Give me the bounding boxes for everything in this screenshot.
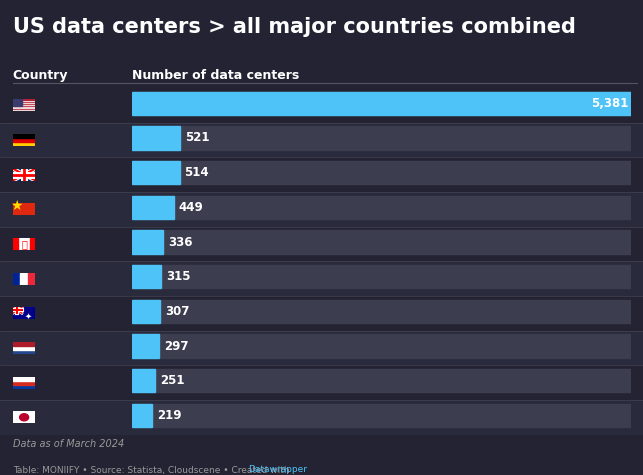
Bar	[132, 230, 631, 254]
Text: 315: 315	[166, 270, 190, 283]
Bar	[13, 350, 35, 354]
Bar	[132, 369, 631, 392]
Bar	[132, 196, 631, 219]
Text: 514: 514	[185, 166, 209, 179]
Bar	[13, 380, 35, 385]
Bar	[132, 196, 174, 219]
Bar	[13, 134, 35, 138]
Bar	[132, 92, 631, 115]
Text: US data centers > all major countries combined: US data centers > all major countries co…	[13, 17, 575, 37]
Bar	[13, 138, 35, 142]
Bar	[13, 101, 35, 102]
Bar	[132, 265, 631, 288]
Bar	[13, 342, 35, 346]
Bar	[132, 300, 160, 323]
Bar	[132, 161, 631, 184]
Text: Table: MONIIFY • Source: Statista, Cloudscene • Created with: Table: MONIIFY • Source: Statista, Cloud…	[13, 466, 293, 475]
Bar	[13, 273, 21, 285]
Bar	[13, 142, 35, 146]
Bar	[132, 161, 179, 184]
Bar	[13, 100, 35, 101]
Bar	[132, 404, 152, 427]
Bar	[13, 307, 22, 314]
Bar	[13, 99, 35, 100]
Bar	[28, 273, 35, 285]
Text: 449: 449	[179, 201, 203, 214]
Bar	[13, 104, 35, 105]
Bar	[132, 369, 155, 392]
Bar	[132, 126, 180, 150]
Text: ✦: ✦	[24, 312, 32, 321]
Text: 521: 521	[185, 132, 210, 144]
Bar	[132, 230, 163, 254]
Text: 🍁: 🍁	[21, 239, 27, 249]
Bar	[132, 92, 631, 115]
Bar	[13, 110, 35, 111]
Bar	[13, 109, 35, 110]
Text: 251: 251	[160, 374, 185, 387]
Bar	[132, 300, 631, 323]
Text: 297: 297	[165, 340, 189, 352]
Bar	[132, 334, 631, 358]
Bar	[132, 334, 159, 358]
Text: 5,381: 5,381	[592, 97, 629, 110]
Circle shape	[19, 414, 29, 421]
Text: Datawrapper: Datawrapper	[248, 466, 307, 475]
Text: 219: 219	[157, 409, 181, 422]
Bar	[13, 99, 22, 105]
Bar	[13, 106, 35, 107]
Text: 336: 336	[168, 236, 192, 248]
Bar	[132, 404, 631, 427]
Text: ★: ★	[10, 200, 23, 213]
Bar	[13, 102, 35, 103]
Bar	[13, 107, 35, 108]
Bar	[13, 105, 35, 106]
Text: Number of data centers: Number of data centers	[132, 69, 299, 82]
Text: 307: 307	[165, 305, 190, 318]
Bar	[13, 346, 35, 350]
Bar	[13, 377, 35, 380]
Bar	[132, 265, 161, 288]
Bar	[13, 103, 35, 104]
Bar	[13, 385, 35, 389]
Bar	[132, 126, 631, 150]
Bar	[13, 108, 35, 109]
Text: Country: Country	[13, 69, 68, 82]
Bar	[30, 238, 35, 250]
Bar	[21, 273, 28, 285]
Text: Data as of March 2024: Data as of March 2024	[13, 439, 124, 449]
Bar	[13, 238, 19, 250]
